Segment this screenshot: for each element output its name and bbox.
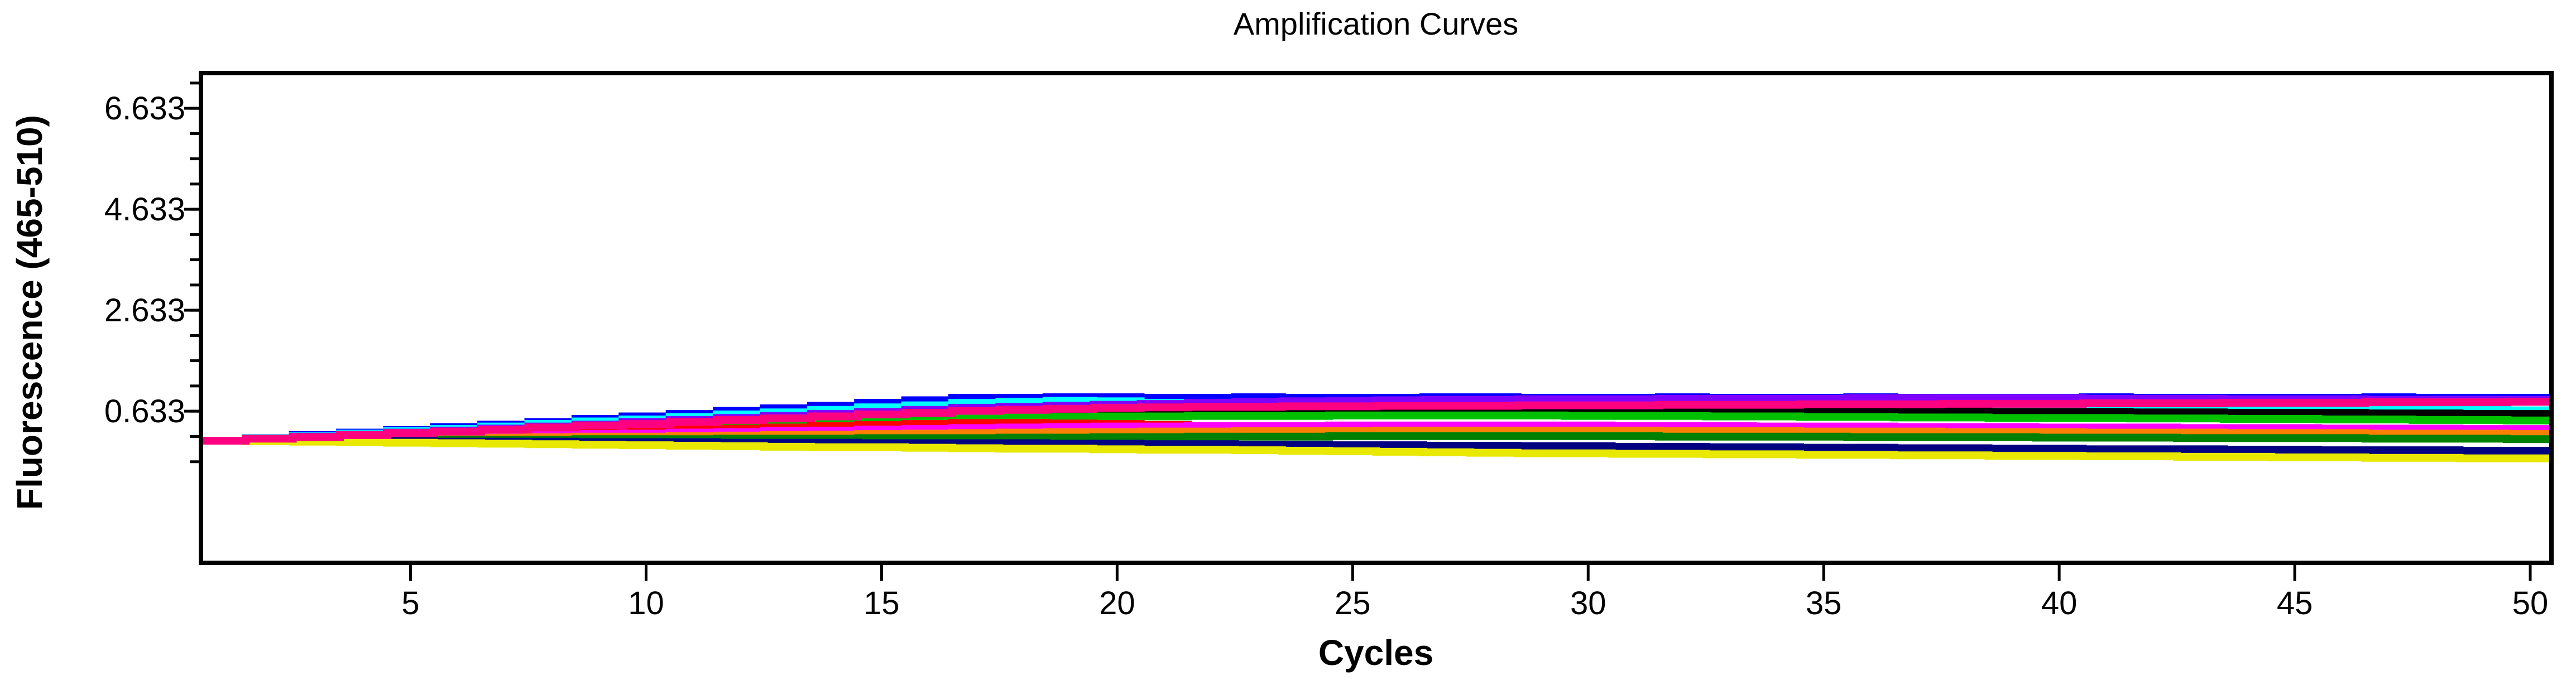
y-axis-title: Fluorescence (465-510) xyxy=(9,115,50,510)
x-tick-label: 45 xyxy=(2277,585,2313,621)
x-tick-label: 5 xyxy=(401,585,419,621)
chart-title: Amplification Curves xyxy=(1234,6,1518,41)
x-tick-label: 15 xyxy=(864,585,900,621)
y-tick-label: 6.633 xyxy=(104,90,185,127)
x-tick-label: 10 xyxy=(628,585,664,621)
curve-sample-11 xyxy=(203,436,2549,462)
y-tick-label: 4.633 xyxy=(104,191,185,228)
plot-frame xyxy=(199,71,2554,565)
x-axis-title: Cycles xyxy=(1318,633,1433,673)
y-tick-label: 0.633 xyxy=(104,393,185,430)
x-tick-label: 30 xyxy=(1570,585,1606,621)
x-tick-label: 25 xyxy=(1335,585,1371,621)
y-axis: 0.633 2.633 4.633 6.633 xyxy=(104,81,201,464)
x-tick-label: 20 xyxy=(1099,585,1135,621)
x-tick-label: 40 xyxy=(2041,585,2078,621)
curve-sample-12 xyxy=(203,398,2549,445)
x-axis: 5 10 15 20 25 30 35 40 45 50 xyxy=(401,563,2548,621)
y-tick-label: 2.633 xyxy=(104,292,185,329)
x-tick-label: 50 xyxy=(2512,585,2549,621)
curves-layer xyxy=(203,393,2549,462)
x-tick-label: 35 xyxy=(1806,585,1842,621)
